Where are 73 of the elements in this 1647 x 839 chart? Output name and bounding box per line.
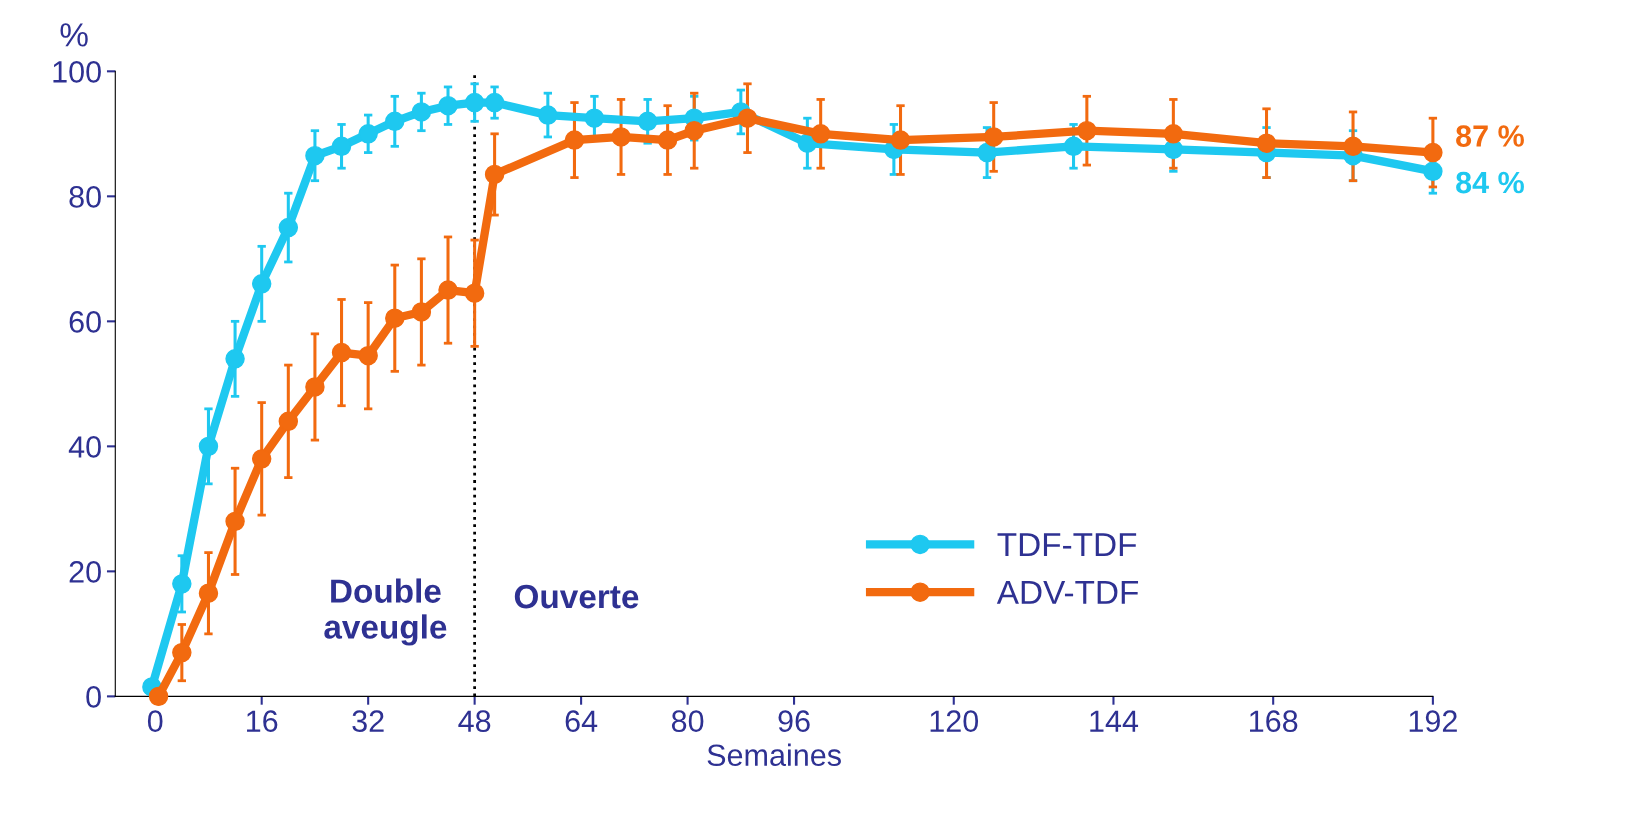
- point: [1256, 133, 1277, 153]
- x-tick-label: 96: [778, 710, 810, 733]
- point: [411, 302, 432, 322]
- x-tick-label: 32: [352, 710, 384, 733]
- point: [331, 342, 352, 363]
- point: [305, 377, 325, 397]
- point: [172, 574, 192, 594]
- point: [305, 145, 325, 166]
- y-tick-label: 40: [68, 436, 101, 458]
- point: [890, 130, 911, 150]
- x-axis-title: Semaines: [707, 743, 841, 767]
- y-tick-label: 60: [69, 311, 101, 333]
- point: [358, 345, 378, 366]
- point: [464, 283, 485, 303]
- x-tick-label: 48: [458, 710, 491, 733]
- point: [464, 92, 485, 113]
- point: [1423, 142, 1443, 163]
- point: [438, 280, 458, 300]
- point: [1343, 136, 1363, 157]
- legend-label: ADV-TDF: [996, 580, 1139, 604]
- point: [278, 217, 299, 238]
- point: [538, 105, 558, 125]
- x-tick-label: 64: [565, 710, 598, 733]
- y-tick-label: 100: [53, 61, 101, 83]
- point: [983, 127, 1004, 147]
- point: [198, 583, 219, 603]
- point: [225, 349, 245, 369]
- point: [1063, 136, 1084, 157]
- point: [637, 111, 658, 132]
- point: [1163, 124, 1184, 144]
- point: [278, 411, 299, 432]
- x-tick-label: 144: [1090, 710, 1139, 732]
- point: [484, 164, 505, 185]
- point: [584, 108, 605, 128]
- annotation: Ouverte: [514, 584, 639, 609]
- x-tick-label: 120: [930, 710, 979, 733]
- point: [657, 130, 678, 150]
- point: [1423, 161, 1443, 182]
- point: [1077, 120, 1097, 141]
- point: [484, 92, 505, 113]
- point: [438, 95, 458, 116]
- data-label: 84 %: [1456, 171, 1524, 194]
- y-tick-label: 80: [69, 186, 101, 208]
- y-axis-title: %: [60, 23, 88, 47]
- point: [611, 127, 631, 147]
- point: [797, 133, 818, 153]
- point: [198, 436, 219, 457]
- data-label: 87 %: [1456, 125, 1524, 147]
- x-tick-label: 0: [147, 710, 163, 733]
- point: [411, 102, 432, 122]
- x-tick-label: 80: [671, 710, 704, 733]
- y-tick-label: 0: [86, 686, 101, 708]
- point: [737, 108, 758, 128]
- point: [251, 449, 272, 469]
- point: [810, 124, 831, 144]
- x-tick-label: 168: [1250, 710, 1298, 733]
- point: [564, 130, 585, 150]
- y-tick-label: 20: [69, 561, 101, 583]
- point: [172, 642, 192, 663]
- point: [684, 120, 704, 141]
- point: [331, 136, 352, 157]
- point: [1163, 139, 1184, 160]
- annotation: Double aveugle: [324, 578, 447, 646]
- legend-label: TDF-TDF: [997, 533, 1137, 557]
- point: [385, 111, 405, 132]
- point: [385, 308, 405, 328]
- point: [148, 686, 169, 707]
- point: [225, 511, 245, 532]
- point: [977, 142, 997, 163]
- point: [251, 274, 272, 294]
- x-tick-label: 16: [247, 710, 278, 733]
- point: [358, 124, 378, 144]
- x-tick-label: 192: [1409, 710, 1457, 733]
